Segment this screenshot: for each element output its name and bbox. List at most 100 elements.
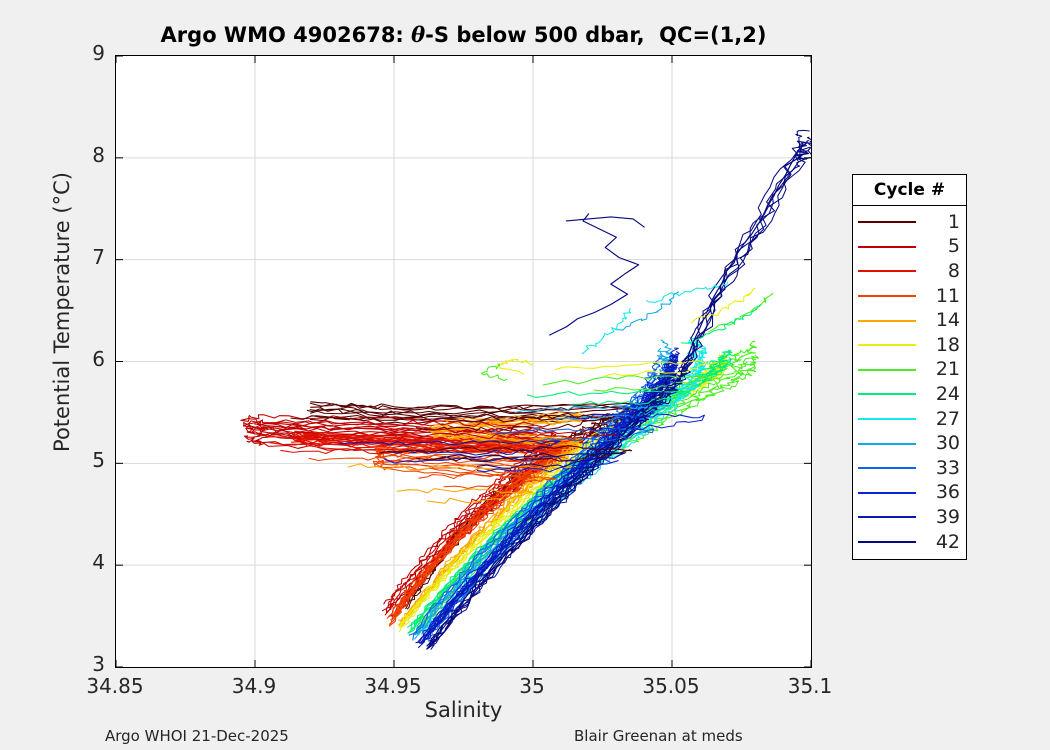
series-line	[308, 455, 567, 463]
y-tick-label: 5	[92, 448, 105, 473]
legend-item[interactable]: 39	[853, 505, 966, 530]
series-line	[481, 363, 508, 382]
legend-item[interactable]: 27	[853, 407, 966, 432]
series-line	[418, 367, 757, 635]
legend-item[interactable]: 36	[853, 481, 966, 506]
legend-item-label: 5	[947, 235, 960, 258]
x-axis-label: Salinity	[424, 698, 503, 722]
legend-item-label: 39	[935, 505, 960, 528]
legend-line-swatch	[858, 418, 916, 421]
legend-line-swatch	[858, 467, 916, 470]
legend-item[interactable]: 8	[853, 259, 966, 284]
legend-item[interactable]: 33	[853, 456, 966, 481]
series-line	[320, 403, 584, 412]
legend-line-swatch	[858, 221, 916, 224]
data-canvas	[116, 56, 811, 667]
x-tick-label: 35.05	[642, 674, 700, 698]
series-line	[427, 143, 811, 649]
y-tick-label: 4	[92, 550, 105, 575]
theta-symbol: θ	[411, 22, 426, 47]
series-line-outlier	[565, 216, 645, 228]
series-line-outlier	[426, 139, 809, 647]
series-line	[680, 303, 762, 344]
x-tick-label: 35.1	[787, 674, 833, 698]
series-line	[396, 488, 534, 504]
chart-title-suffix: -S below 500 dbar, QC=(1,2)	[425, 23, 767, 47]
series-line	[245, 426, 556, 614]
y-tick-label: 6	[92, 346, 105, 371]
series-line	[275, 419, 551, 428]
legend-item-label: 27	[935, 407, 960, 430]
legend-line-swatch	[858, 442, 916, 445]
legend-item-label: 18	[935, 333, 960, 356]
y-axis-label: Potential Temperature (°C)	[50, 172, 74, 452]
legend-item[interactable]: 11	[853, 284, 966, 309]
legend-item-label: 42	[935, 530, 960, 553]
series-line	[691, 287, 756, 324]
series-line-outlier	[549, 213, 640, 336]
series-line	[526, 390, 690, 406]
series-line	[496, 359, 534, 375]
series-line	[708, 292, 774, 333]
legend-item[interactable]: 42	[853, 530, 966, 555]
series-line	[426, 150, 811, 650]
series-line	[646, 281, 729, 303]
legend-item-label: 21	[935, 358, 960, 381]
series-line	[514, 404, 671, 421]
legend-item-label: 24	[935, 382, 960, 405]
series-line	[418, 473, 557, 489]
legend-item-label: 33	[935, 456, 960, 479]
footer-right: Blair Greenan at meds	[574, 727, 743, 745]
series-line	[372, 451, 568, 627]
series-line	[491, 427, 655, 442]
plot-area	[115, 55, 812, 668]
legend-line-swatch	[858, 245, 916, 248]
series-line	[379, 445, 633, 463]
legend-item[interactable]: 5	[853, 235, 966, 260]
series-line	[401, 358, 728, 626]
series-line	[373, 436, 567, 618]
legend-line-swatch	[858, 541, 916, 544]
legend-item[interactable]: 21	[853, 358, 966, 383]
series-line	[566, 413, 705, 432]
series-group	[240, 129, 811, 650]
series-line	[254, 423, 595, 435]
legend-item[interactable]: 30	[853, 431, 966, 456]
legend-line-swatch	[858, 491, 916, 494]
legend-item-label: 14	[935, 309, 960, 332]
legend-item[interactable]: 1	[853, 210, 966, 235]
series-line	[397, 410, 582, 621]
chart-title: Argo WMO 4902678: θ-S below 500 dbar, QC…	[115, 22, 812, 47]
series-line	[347, 463, 573, 471]
series-line	[306, 408, 617, 433]
legend-line-swatch	[858, 393, 916, 396]
legend-item-label: 8	[947, 259, 960, 282]
series-line	[542, 375, 708, 392]
legend-item[interactable]: 24	[853, 382, 966, 407]
legend-item[interactable]: 14	[853, 308, 966, 333]
legend-line-swatch	[858, 295, 916, 298]
legend-line-swatch	[858, 368, 916, 371]
legend-item-label: 11	[935, 284, 960, 307]
x-tick-label: 34.85	[86, 674, 144, 698]
series-line	[375, 439, 566, 619]
series-line	[614, 291, 679, 331]
legend-line-swatch	[858, 344, 916, 347]
legend-line-swatch	[858, 319, 916, 322]
x-tick-label: 35	[519, 674, 545, 698]
legend-line-swatch	[858, 516, 916, 519]
legend-item[interactable]: 18	[853, 333, 966, 358]
y-tick-label: 9	[92, 41, 105, 65]
x-tick-label: 34.95	[364, 674, 422, 698]
footer-left: Argo WHOI 21-Dec-2025	[105, 727, 289, 745]
y-tick-label: 8	[92, 142, 105, 167]
chart-title-prefix: Argo WMO 4902678:	[160, 23, 412, 47]
series-line	[438, 452, 627, 469]
y-tick-label: 3	[92, 652, 105, 676]
legend-box: Cycle # 1 5 8 11 14 18 21 24 27 30 33 36 39 42	[852, 174, 967, 561]
series-line	[251, 427, 617, 440]
y-tick-label: 7	[92, 244, 105, 269]
x-tick-label: 34.9	[231, 674, 277, 698]
series-line	[428, 136, 811, 648]
